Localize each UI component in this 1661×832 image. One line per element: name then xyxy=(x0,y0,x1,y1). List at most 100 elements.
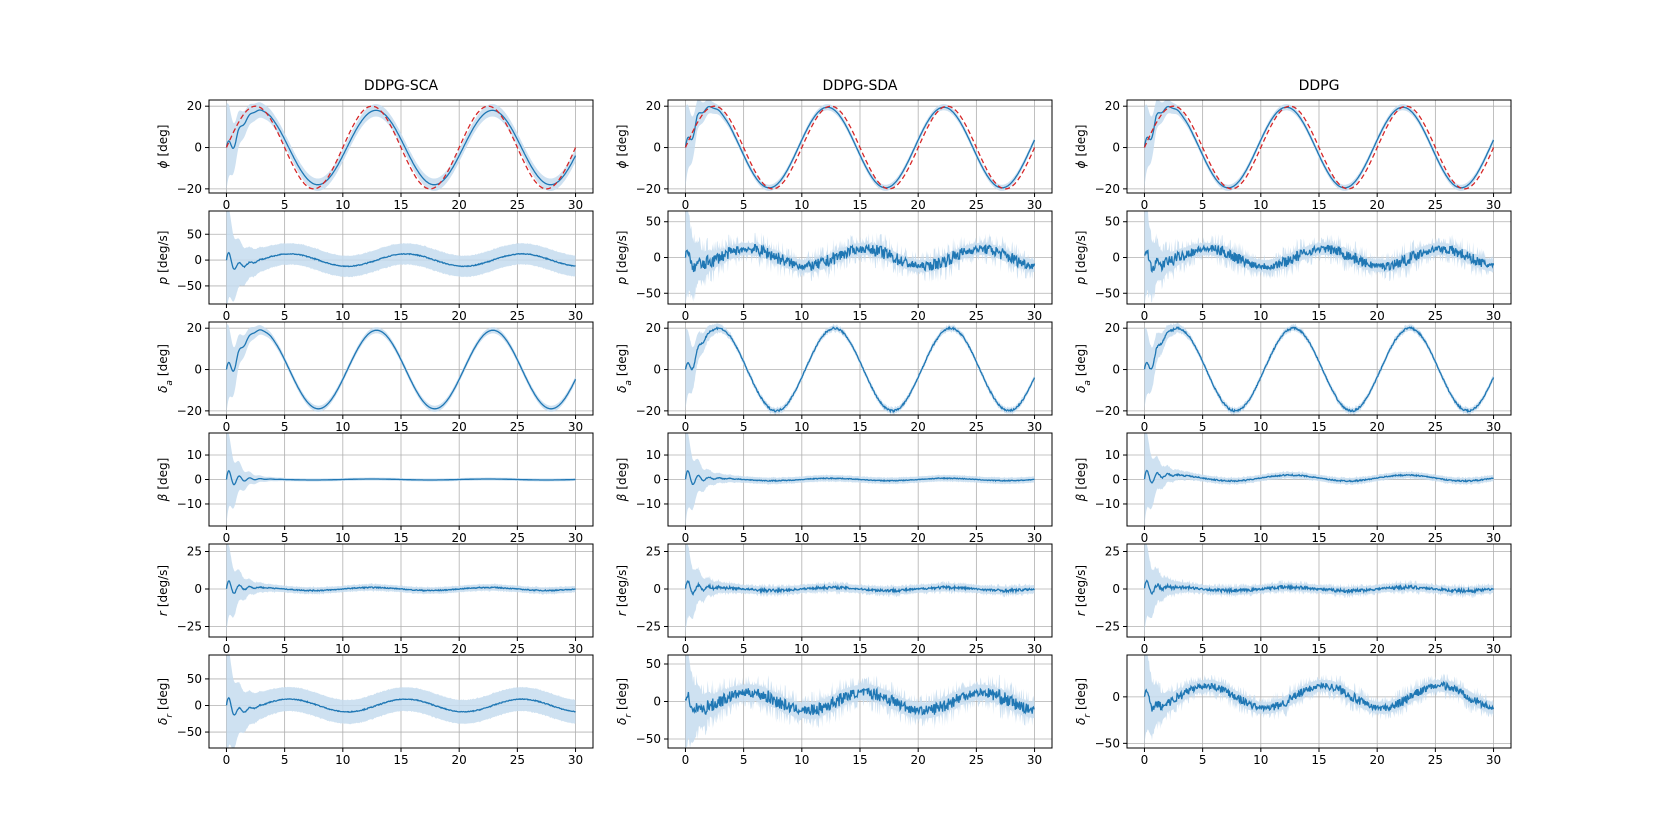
y-axis-label: δr[deg] xyxy=(156,678,175,725)
subplot-p-ddpg-sda: 0 5 10 15 20 25 30 −50 0 50 p[deg/s] xyxy=(615,210,1053,323)
x-tick-label: 15 xyxy=(393,198,408,212)
column-title-ddpg: DDPG xyxy=(1299,78,1340,94)
subplot-r-ddpg-sda: 0 5 10 15 20 25 30 −25 0 25 r[deg/s] xyxy=(615,543,1053,656)
std-band xyxy=(226,211,576,304)
subplot-delta_a-ddpg-sda: 0 5 10 15 20 25 30 −20 0 20 δa[deg] xyxy=(615,321,1053,434)
x-tick-label: 30 xyxy=(1027,198,1042,212)
y-tick-label: −20 xyxy=(177,182,202,196)
x-tick-label: 15 xyxy=(1311,198,1326,212)
x-tick-label: 30 xyxy=(1486,309,1501,323)
std-band xyxy=(226,102,576,191)
subplot-p-ddpg: 0 5 10 15 20 25 30 −50 0 50 p[deg/s] xyxy=(1074,210,1512,323)
x-tick-label: 30 xyxy=(568,198,583,212)
y-tick-label: 20 xyxy=(1105,99,1120,113)
y-axis-label: β[deg] xyxy=(1074,458,1088,503)
x-tick-label: 15 xyxy=(393,309,408,323)
mean-line xyxy=(225,109,577,186)
y-axis-label: r[deg/s] xyxy=(1074,565,1088,616)
x-tick-label: 10 xyxy=(335,198,350,212)
y-tick-label: 0 xyxy=(1112,251,1120,265)
x-tick-label: 0 xyxy=(223,753,231,767)
y-tick-label: 20 xyxy=(1105,321,1120,335)
y-tick-label: −20 xyxy=(636,404,661,418)
y-tick-label: 0 xyxy=(653,695,661,709)
x-tick-label: 5 xyxy=(281,753,289,767)
x-tick-label: 15 xyxy=(852,642,867,656)
mean-line xyxy=(1144,244,1495,274)
x-tick-label: 5 xyxy=(281,198,289,212)
y-axis-label: p[deg/s] xyxy=(156,231,170,286)
mean-line xyxy=(684,579,1035,596)
std-band xyxy=(1144,100,1494,191)
x-tick-label: 5 xyxy=(740,642,748,656)
std-band xyxy=(1144,433,1494,526)
y-tick-label: 50 xyxy=(646,215,661,229)
x-tick-label: 25 xyxy=(969,642,984,656)
y-tick-label: 10 xyxy=(1105,448,1120,462)
mean-line xyxy=(684,243,1036,273)
y-tick-label: 0 xyxy=(653,251,661,265)
x-tick-label: 30 xyxy=(568,309,583,323)
x-tick-label: 25 xyxy=(969,531,984,545)
x-tick-label: 25 xyxy=(510,753,525,767)
y-tick-label: −25 xyxy=(636,620,661,634)
x-tick-label: 20 xyxy=(911,531,926,545)
y-tick-label: 20 xyxy=(646,99,661,113)
y-tick-label: 0 xyxy=(194,253,202,267)
subplot-r-ddpg-sca: 0 5 10 15 20 25 30 −25 0 25 r[deg/s] xyxy=(156,543,594,656)
subplot-beta-ddpg: 0 5 10 15 20 25 30 −10 0 10 β[deg] xyxy=(1074,432,1512,545)
y-tick-label: 0 xyxy=(653,473,661,487)
y-tick-label: 25 xyxy=(646,545,661,559)
y-axis-label: ϕ[deg] xyxy=(1074,125,1088,169)
x-tick-label: 0 xyxy=(682,642,690,656)
x-tick-label: 15 xyxy=(852,531,867,545)
x-tick-label: 15 xyxy=(1311,753,1326,767)
x-tick-label: 25 xyxy=(510,309,525,323)
y-tick-label: −50 xyxy=(636,286,661,300)
x-tick-label: 0 xyxy=(1141,642,1149,656)
mean-line xyxy=(684,105,1036,189)
y-axis-label: δa[deg] xyxy=(156,344,175,393)
y-tick-label: 0 xyxy=(1112,690,1120,704)
y-tick-label: −25 xyxy=(177,620,202,634)
column-title-ddpg-sca: DDPG-SCA xyxy=(364,78,439,94)
x-tick-label: 20 xyxy=(452,198,467,212)
x-tick-label: 10 xyxy=(335,642,350,656)
x-tick-label: 25 xyxy=(969,309,984,323)
x-tick-label: 5 xyxy=(281,420,289,434)
x-tick-label: 20 xyxy=(452,642,467,656)
x-tick-label: 5 xyxy=(1199,531,1207,545)
y-axis-label: ϕ[deg] xyxy=(156,125,170,169)
y-tick-label: −10 xyxy=(1095,497,1120,511)
mean-line xyxy=(684,469,1035,486)
mean-line xyxy=(225,696,576,716)
subplot-delta_a-ddpg: 0 5 10 15 20 25 30 −20 0 20 δa[deg] xyxy=(1074,321,1512,434)
y-axis-label: δa[deg] xyxy=(615,344,634,393)
x-tick-label: 25 xyxy=(510,531,525,545)
x-tick-label: 25 xyxy=(1428,198,1443,212)
x-tick-label: 30 xyxy=(1027,309,1042,323)
y-axis-label: p[deg/s] xyxy=(615,231,629,286)
x-tick-label: 20 xyxy=(452,753,467,767)
x-tick-label: 20 xyxy=(1370,420,1385,434)
x-tick-label: 10 xyxy=(794,753,809,767)
x-tick-label: 0 xyxy=(682,753,690,767)
y-axis-label: δr[deg] xyxy=(1074,678,1093,725)
x-tick-label: 30 xyxy=(1486,753,1501,767)
y-tick-label: −50 xyxy=(177,279,202,293)
x-tick-label: 5 xyxy=(1199,753,1207,767)
mean-line xyxy=(1143,469,1494,484)
x-tick-label: 15 xyxy=(393,642,408,656)
mean-line xyxy=(225,251,576,270)
reference-line xyxy=(684,105,1036,190)
x-tick-label: 10 xyxy=(794,309,809,323)
mean-line xyxy=(225,469,576,486)
x-tick-label: 15 xyxy=(393,420,408,434)
x-tick-label: 10 xyxy=(794,642,809,656)
mean-line xyxy=(1143,579,1494,596)
x-tick-label: 15 xyxy=(852,309,867,323)
y-tick-label: 0 xyxy=(1112,141,1120,155)
y-tick-label: −50 xyxy=(1095,286,1120,300)
subplot-delta_r-ddpg-sca: 0 5 10 15 20 25 30 −50 0 50 δr[deg] xyxy=(156,654,594,767)
x-tick-label: 10 xyxy=(335,531,350,545)
